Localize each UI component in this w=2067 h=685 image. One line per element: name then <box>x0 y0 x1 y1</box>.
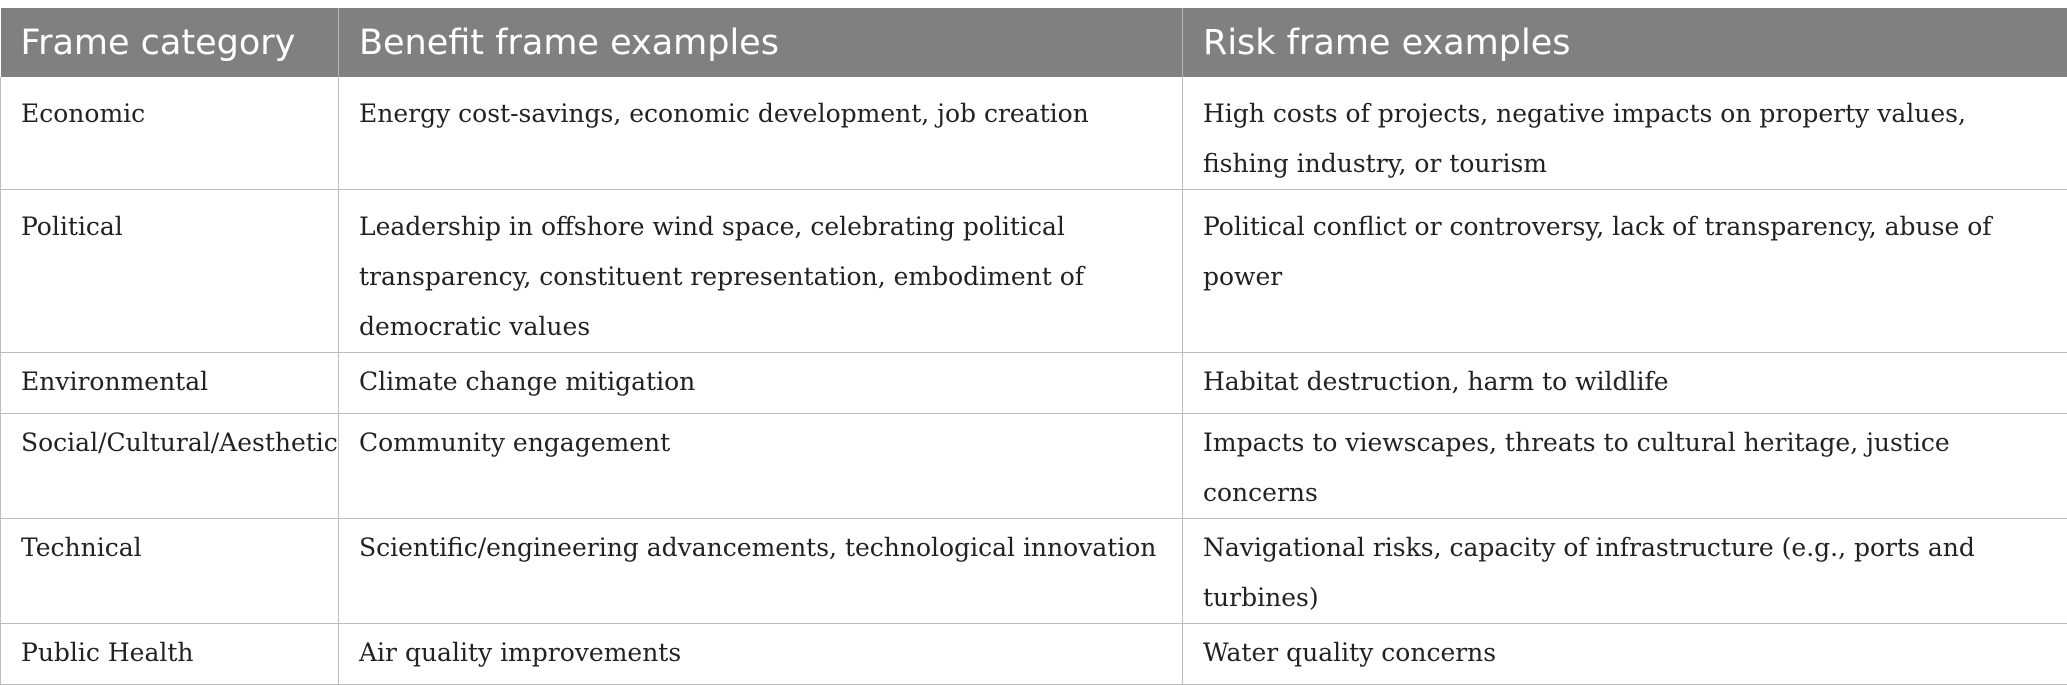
header-row: Frame category Benefit frame examples Ri… <box>1 8 2067 77</box>
benefit-cell: Scientific/engineering advancements, tec… <box>339 519 1183 624</box>
risk-cell: Habitat destruction, harm to wildlife <box>1183 353 2067 414</box>
risk-cell: Water quality concerns <box>1183 624 2067 685</box>
risk-cell: Impacts to viewscapes, threats to cultur… <box>1183 414 2067 519</box>
table-header: Frame category Benefit frame examples Ri… <box>1 8 2067 77</box>
category-cell: Technical <box>1 519 339 624</box>
benefit-cell: Energy cost-savings, economic developmen… <box>339 77 1183 190</box>
category-cell: Public Health <box>1 624 339 685</box>
header-frame-category: Frame category <box>1 8 339 77</box>
category-cell: Environmental <box>1 353 339 414</box>
table-row-political: Political Leadership in offshore wind sp… <box>1 190 2067 353</box>
table-row-public-health: Public Health Air quality improvements W… <box>1 624 2067 685</box>
benefit-cell: Climate change mitigation <box>339 353 1183 414</box>
category-cell: Social/Cultural/Aesthetic <box>1 414 339 519</box>
header-risk-frame-examples: Risk frame examples <box>1183 8 2067 77</box>
table-row-social-cultural-aesthetic: Social/Cultural/Aesthetic Community enga… <box>1 414 2067 519</box>
table-row-environmental: Environmental Climate change mitigation … <box>1 353 2067 414</box>
table-body: Economic Energy cost-savings, economic d… <box>1 77 2067 685</box>
header-benefit-frame-examples: Benefit frame examples <box>339 8 1183 77</box>
category-cell: Political <box>1 190 339 353</box>
risk-cell: High costs of projects, negative impacts… <box>1183 77 2067 190</box>
table-row-economic: Economic Energy cost-savings, economic d… <box>1 77 2067 190</box>
benefit-cell: Community engagement <box>339 414 1183 519</box>
category-cell: Economic <box>1 77 339 190</box>
risk-cell: Political conflict or controversy, lack … <box>1183 190 2067 353</box>
benefit-cell: Air quality improvements <box>339 624 1183 685</box>
frame-examples-table: Frame category Benefit frame examples Ri… <box>0 8 2067 685</box>
table-row-technical: Technical Scientific/engineering advance… <box>1 519 2067 624</box>
risk-cell: Navigational risks, capacity of infrastr… <box>1183 519 2067 624</box>
benefit-cell: Leadership in offshore wind space, celeb… <box>339 190 1183 353</box>
